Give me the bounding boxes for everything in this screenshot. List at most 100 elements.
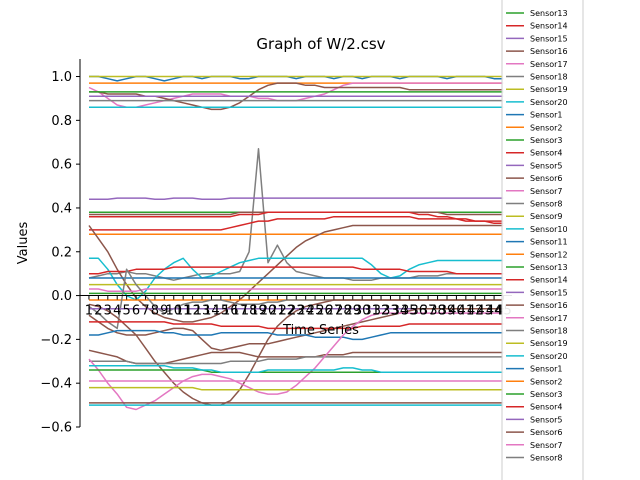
legend-label: Sensor11 [530,238,568,247]
legend-label: Sensor7 [530,441,563,450]
series-line-33 [88,312,504,411]
y-tick-label: −0.6 [40,421,72,436]
series-line-14 [89,211,504,222]
x-ticks: 1 2 3 4 5 6 7 8 91011121314151617181920212223242… [85,295,512,319]
x-tick-label: 28 [335,304,352,319]
x-tick-label: 30 [354,304,371,319]
x-tick-label: 37 [420,304,437,319]
series-line-26 [88,299,504,406]
legend-label: Sensor18 [530,327,568,336]
x-tick-label: 31 [363,304,380,319]
x-tick-label: 39 [439,304,456,319]
x-tick-label: 26 [316,304,333,319]
x-tick-label: 24 [297,304,314,319]
x-axis-label: Time Series [282,323,359,338]
legend: Sensor13 Sensor14 Sensor15 Sensor16 Sensor17… [501,0,584,480]
chart-title: Graph of W/2.csv [256,35,385,53]
legend-label: Sensor9 [530,212,563,221]
legend-label: Sensor8 [530,200,563,209]
series-line-37 [89,386,504,391]
legend-label: Sensor20 [530,98,568,107]
x-tick-label: 3 [104,304,112,319]
legend-label: Sensor17 [530,314,568,323]
y-tick-label: 0.6 [51,158,72,173]
x-tick-label: 11 [175,304,192,319]
legend-label: Sensor17 [530,60,568,69]
legend-label: Sensor15 [530,34,568,43]
x-tick-label: 15 [213,304,230,319]
x-tick-label: 2 [94,304,102,319]
legend-label: Sensor1 [530,365,563,374]
legend-label: Sensor4 [530,149,563,158]
x-tick-label: 41 [458,304,475,319]
legend-label: Sensor5 [530,161,563,170]
series-layer [88,75,504,411]
x-tick-label: 35 [401,304,418,319]
x-tick-label: 23 [288,304,305,319]
y-ticks: −0.6 −0.4 −0.2 0.0 0.2 0.4 0.6 0.8 1.0 [40,70,80,436]
x-tick-label: 20 [260,304,277,319]
x-tick-label: 32 [373,304,390,319]
legend-label: Sensor15 [530,288,568,297]
legend-label: Sensor10 [530,225,568,234]
series-line-22 [89,288,504,292]
x-tick-label: 4 [113,304,121,319]
x-tick-label: 16 [222,304,239,319]
x-tick-label: 42 [467,304,484,319]
legend-label: Sensor5 [530,415,563,424]
y-tick-label: 0.8 [51,114,72,129]
x-tick-label: 33 [382,304,399,319]
x-tick-label: 18 [241,304,258,319]
series-line-19 [89,266,504,275]
series-line-29 [89,321,504,330]
series-line-11 [89,197,504,200]
legend-label: Sensor19 [530,339,568,348]
legend-label: Sensor1 [530,111,563,120]
y-tick-label: −0.4 [40,377,72,392]
series-line-35 [89,364,504,373]
legend-label: Sensor6 [530,428,563,437]
y-tick-label: −0.2 [40,333,72,348]
legend-label: Sensor4 [530,403,563,412]
legend-label: Sensor13 [530,9,568,18]
x-tick-label: 34 [392,304,409,319]
legend-label: Sensor2 [530,377,563,386]
x-tick-label: 38 [429,304,446,319]
y-tick-label: 1.0 [51,70,72,85]
legend-label: Sensor8 [530,454,563,463]
x-tick-label: 36 [410,304,427,319]
x-tick-label: 13 [194,304,211,319]
x-tick-label: 6 [132,304,140,319]
legend-label: Sensor16 [530,301,568,310]
legend-label: Sensor13 [530,263,568,272]
x-tick-label: 1 [85,304,93,319]
legend-label: Sensor14 [530,276,568,285]
series-line-18 [89,257,504,301]
x-tick-label: 21 [269,304,286,319]
x-tick-label: 17 [231,304,248,319]
x-tick-label: 29 [344,304,361,319]
legend-label: Sensor12 [530,250,568,259]
x-tick-label: 5 [122,304,130,319]
y-tick-label: 0.4 [51,201,72,216]
legend-label: Sensor3 [530,136,563,145]
legend-label: Sensor2 [530,123,563,132]
legend-label: Sensor18 [530,73,568,82]
x-tick-label: 8 [151,304,159,319]
legend-label: Sensor20 [530,352,568,361]
x-tick-label: 10 [165,304,182,319]
legend-frame [501,0,584,480]
legend-label: Sensor6 [530,174,563,183]
y-tick-label: 0.2 [51,245,72,260]
series-line-32 [89,356,504,365]
series-line-15 [89,215,504,231]
x-tick-label: 19 [250,304,267,319]
legend-label: Sensor3 [530,390,563,399]
x-tick-label: 12 [184,304,201,319]
y-tick-label: 0.0 [51,289,72,304]
legend-label: Sensor19 [530,85,568,94]
series-line-30 [89,329,504,341]
legend-label: Sensor16 [530,47,568,56]
legend-label: Sensor7 [530,187,563,196]
